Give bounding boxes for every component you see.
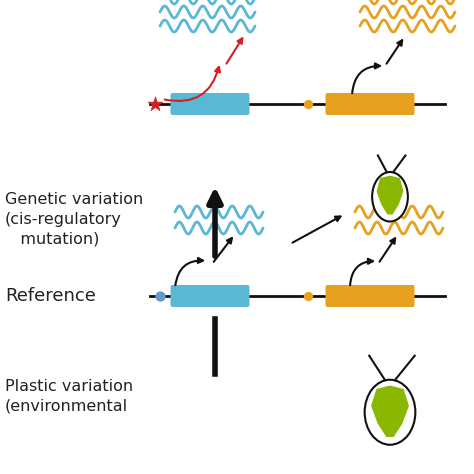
Ellipse shape (365, 380, 415, 445)
Text: Reference: Reference (5, 287, 96, 305)
Text: Plastic variation
(environmental: Plastic variation (environmental (5, 379, 133, 413)
Point (156, 292, 164, 300)
Point (304, 292, 312, 300)
FancyBboxPatch shape (171, 93, 249, 115)
Polygon shape (372, 386, 408, 436)
FancyBboxPatch shape (326, 93, 414, 115)
FancyBboxPatch shape (326, 285, 414, 307)
FancyBboxPatch shape (171, 285, 249, 307)
Ellipse shape (372, 172, 408, 221)
Point (304, 100, 312, 108)
Point (151, 100, 159, 108)
Text: Genetic variation
(cis-regulatory
   mutation): Genetic variation (cis-regulatory mutati… (5, 191, 143, 246)
Polygon shape (377, 176, 402, 214)
